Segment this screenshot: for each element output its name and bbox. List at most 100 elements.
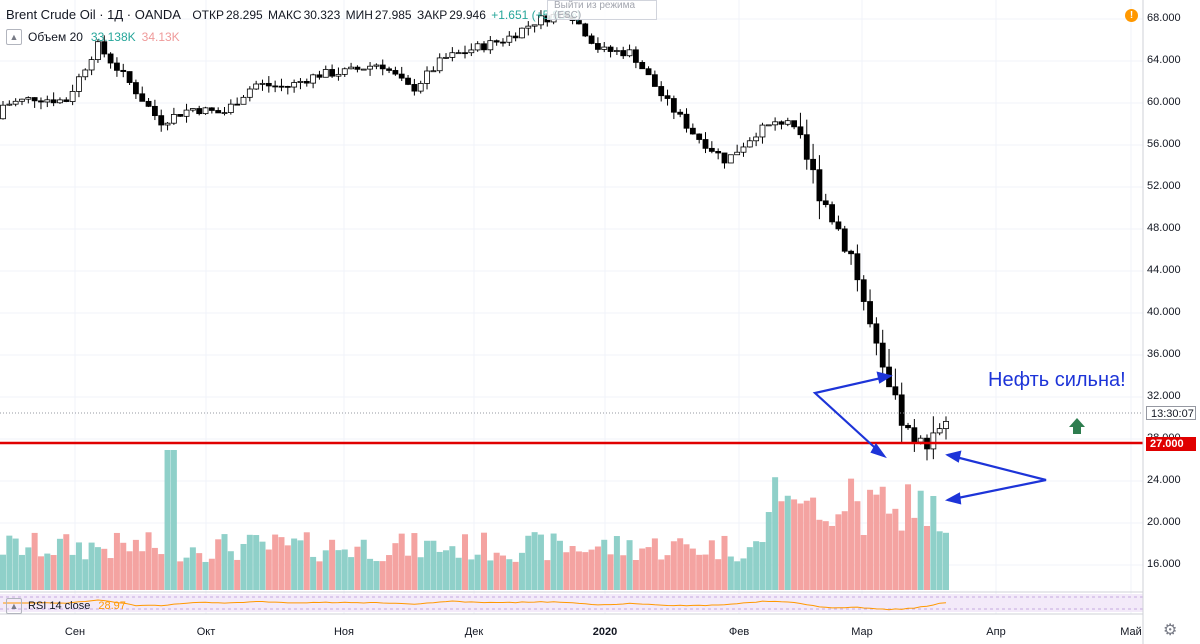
candle-body [487,40,494,51]
candle-body [500,41,506,44]
volume-bar [297,540,304,590]
volume-bar [170,450,177,590]
volume-bar [658,559,665,590]
time-tick-label: Ноя [333,626,355,638]
volume-bar [886,513,893,590]
price-tick-label: 36.000 [1147,348,1181,360]
chevron-up-icon[interactable]: ▲ [6,598,22,614]
candle-body [803,134,810,160]
candle-body [253,83,260,90]
volume-bar [221,534,228,590]
candle-body [854,253,861,281]
candle-body [341,68,348,75]
price-tick-label: 64.000 [1147,54,1181,66]
volume-bar [689,548,696,590]
candle-body [759,124,766,138]
candle-body [658,86,665,97]
candle-body [392,70,399,75]
chart-header: Brent Crude Oil · 1Д · OANDA ОТКР 28.295 … [6,7,583,22]
volume-bar [398,533,405,590]
candle-body [38,100,44,103]
candle-body [481,43,487,51]
candle-body [462,52,468,55]
volume-bar [329,539,336,590]
volume-bar [759,542,766,590]
volume-bar [784,495,791,590]
volume-bar [556,540,563,590]
gear-icon[interactable]: ⚙ [1163,622,1178,639]
candle-body [683,113,690,129]
volume-bar [177,561,184,590]
rsi-label[interactable]: RSI 14 close [28,600,91,612]
volume-bar [227,551,234,590]
candle-body [917,437,924,443]
candle-body [930,432,937,450]
volume-bar [101,548,108,590]
volume-bar [848,478,855,590]
volume-bar [575,551,582,590]
volume-bar [765,512,772,590]
volume-bar [594,546,601,590]
candle-body [19,98,25,102]
candle-body [645,68,652,76]
chevron-up-icon[interactable]: ▲ [6,29,22,45]
volume-bar [841,511,848,590]
symbol-title[interactable]: Brent Crude Oil · 1Д · OANDA [6,7,181,22]
candle-body [835,221,842,230]
volume-bar [291,538,298,590]
volume-bar [924,525,931,590]
volume-bar [620,555,627,590]
candle-body [101,41,108,55]
volume-bar [518,552,525,590]
volume-bar [12,538,19,590]
up-arrow-icon[interactable] [1069,418,1085,434]
volume-bar [183,557,190,590]
volume-bars [0,450,949,590]
candle-body [139,93,146,102]
candle-body [727,154,734,164]
volume-bar [936,531,943,590]
candle-body [791,120,798,128]
candle-body [189,108,196,111]
price-tick-label: 44.000 [1147,264,1181,276]
volume-bar [88,542,95,590]
price-tick-label: 60.000 [1147,96,1181,108]
candle-body [879,342,886,368]
volume-bar [25,547,32,590]
candle-body [734,151,741,156]
volume-bar [860,535,867,590]
candle-body [746,140,753,148]
volume-bar [50,555,57,590]
candle-body [398,73,405,79]
volume-bar [664,555,671,590]
candle-body [613,50,620,52]
candle-body [170,114,177,124]
volume-bar [126,551,133,590]
volume-bar [626,540,633,590]
candle-body [114,62,120,71]
volume-bar [487,560,494,590]
candle-body [708,147,715,152]
candle-body [436,57,443,72]
volume-value-2: 34.13K [141,30,180,44]
volume-bar [480,532,487,590]
exit-fullscreen-button[interactable]: Выйти из режима (ESC) [547,0,657,21]
candle-body [778,121,785,125]
volume-bar [854,501,861,590]
volume-bar [82,559,89,590]
candle-body [810,158,816,171]
volume-bar [835,514,842,590]
volume-bar [683,544,690,590]
candle-body [816,169,823,202]
candle-body [265,82,272,87]
warning-icon[interactable]: ! [1125,9,1138,22]
candle-body [57,99,63,104]
candle-body [753,136,760,142]
candle-body [873,323,880,344]
candle-body [639,62,646,70]
time-tick-label: Май [1120,626,1142,638]
time-tick-label: Дек [464,626,484,638]
volume-bar [791,499,798,590]
volume-label[interactable]: Объем 20 [28,30,83,44]
